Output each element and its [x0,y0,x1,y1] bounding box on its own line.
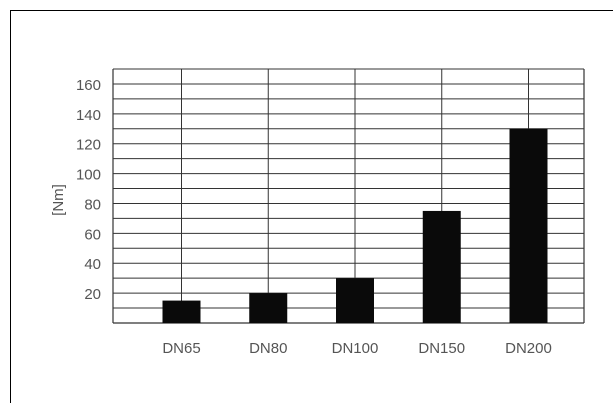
y-tick-label: 20 [84,286,101,303]
x-tick-label: DN65 [162,340,200,357]
y-axis-label: [Nm] [50,184,67,216]
y-axis-ticks: 20 40 60 80 100 120 140 160 [76,77,101,303]
bar-dn100 [336,278,374,323]
y-tick-label: 80 [84,196,101,213]
x-tick-label: DN150 [418,340,465,357]
bar-dn200 [509,128,548,323]
y-tick-label: 60 [84,226,101,243]
chart-frame [10,10,613,403]
y-tick-label: 140 [76,107,101,124]
y-tick-label: 120 [76,137,101,154]
bar-dn80 [249,293,288,323]
x-axis-categories: DN65 DN80 DN100 DN150 DN200 [162,340,552,357]
x-tick-label: DN100 [332,340,379,357]
x-tick-label: DN80 [249,340,287,357]
bar-dn65 [162,300,201,323]
bar-dn150 [422,210,461,323]
x-tick-label: DN200 [505,340,552,357]
y-tick-label: 40 [84,256,101,273]
bars [162,128,548,323]
y-tick-label: 100 [76,167,101,184]
y-tick-label: 160 [76,77,101,94]
